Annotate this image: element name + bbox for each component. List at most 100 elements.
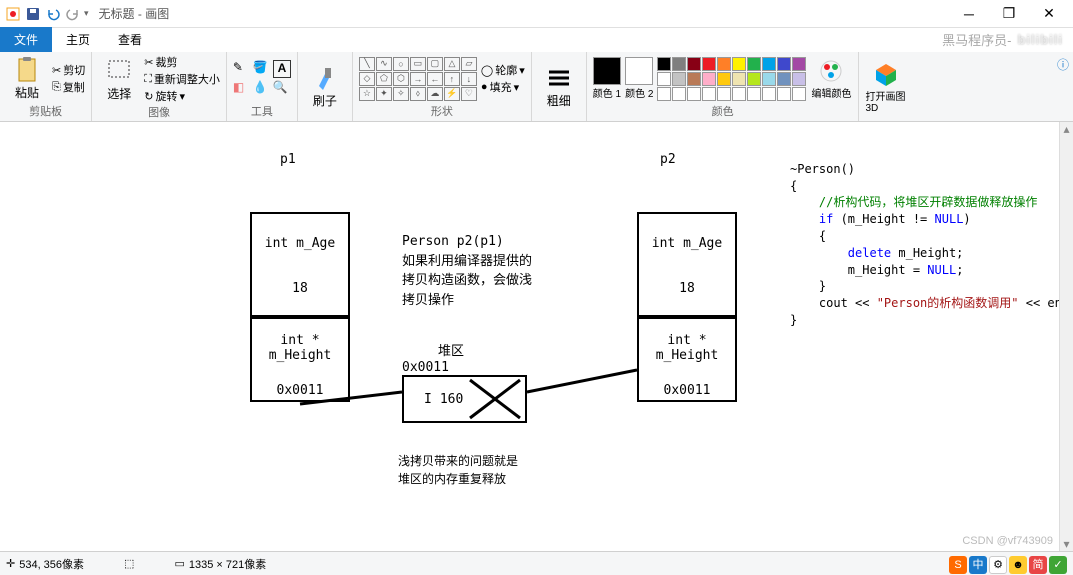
color-swatch[interactable] (747, 57, 761, 71)
eraser-icon[interactable]: ◧ (233, 80, 251, 98)
group-thickness: 粗细 (532, 52, 587, 121)
color-swatch[interactable] (792, 87, 806, 101)
status-size: ▭ 1335 × 721像素 (174, 556, 266, 572)
color-swatch[interactable] (657, 57, 671, 71)
color2-button[interactable]: 颜色 2 (625, 57, 653, 100)
crosshair-icon: ✛ (6, 557, 15, 570)
color-swatch[interactable] (717, 57, 731, 71)
scroll-up-icon[interactable]: ▴ (1060, 122, 1073, 136)
color-swatch[interactable] (672, 57, 686, 71)
tab-view[interactable]: 查看 (104, 27, 156, 52)
color-swatch[interactable] (687, 57, 701, 71)
color-swatch[interactable] (777, 87, 791, 101)
tray-icon-1[interactable]: S (949, 556, 967, 574)
ribbon-help-icon[interactable]: ⓘ (1053, 52, 1073, 121)
tab-home[interactable]: 主页 (52, 27, 104, 52)
text-icon[interactable]: A (273, 60, 291, 78)
thickness-icon (545, 64, 573, 92)
rotate-button[interactable]: ↻旋转▾ (144, 88, 220, 104)
tray-icon-6[interactable]: ✓ (1049, 556, 1067, 574)
group-tools: ✎ 🪣 A ◧ 💧 🔍 工具 (227, 52, 298, 121)
color-swatch[interactable] (747, 87, 761, 101)
color1-swatch (593, 57, 621, 85)
color-swatch[interactable] (777, 72, 791, 86)
group-tools-label: 工具 (251, 103, 273, 121)
color-swatch[interactable] (777, 57, 791, 71)
bucket-icon[interactable]: 🪣 (253, 60, 271, 78)
color-swatch[interactable] (672, 87, 686, 101)
status-position: ✛ 534, 356像素 (6, 556, 84, 572)
color-swatch[interactable] (762, 72, 776, 86)
magnifier-icon[interactable]: 🔍 (273, 80, 291, 98)
pencil-icon[interactable]: ✎ (233, 60, 251, 78)
color-swatch[interactable] (732, 87, 746, 101)
cut-button[interactable]: ✂剪切 (52, 62, 85, 78)
group-brushes: 刷子 (298, 52, 353, 121)
save-icon[interactable] (24, 5, 42, 23)
canvas[interactable]: p1 p2 int m_Age 18 int * m_Height 0x0011… (0, 122, 1059, 551)
shape-fill-button[interactable]: ●填充▾ (481, 79, 525, 95)
qat-dropdown-icon[interactable]: ▾ (84, 8, 89, 19)
resize-icon: ⛶ (144, 73, 152, 86)
paste-button[interactable]: 粘贴 (6, 56, 48, 101)
redo-icon[interactable] (64, 5, 82, 23)
watermark-text: 黑马程序员- (942, 30, 1011, 49)
tray-icon-4[interactable]: ☻ (1009, 556, 1027, 574)
paste-label: 粘贴 (15, 84, 39, 101)
color-swatch[interactable] (792, 57, 806, 71)
color-swatch[interactable] (687, 72, 701, 86)
copy-button[interactable]: ⎘复制 (52, 79, 85, 95)
color-swatch[interactable] (732, 72, 746, 86)
scroll-down-icon[interactable]: ▾ (1060, 537, 1073, 551)
shape-outline-button[interactable]: ◯轮廓▾ (481, 62, 525, 78)
minimize-button[interactable]: ─ (949, 0, 989, 28)
status-selection: ⬚ (124, 557, 134, 570)
thickness-button[interactable]: 粗细 (538, 64, 580, 109)
code-block: ~Person() { //析构代码，将堆区开辟数据做释放操作 if (m_He… (790, 144, 1059, 329)
edit-colors-icon (817, 57, 845, 85)
thickness-label: 粗细 (547, 92, 571, 109)
color-swatch[interactable] (702, 87, 716, 101)
color-swatch[interactable] (747, 72, 761, 86)
color-swatch[interactable] (702, 72, 716, 86)
undo-icon[interactable] (44, 5, 62, 23)
color-swatch[interactable] (717, 87, 731, 101)
shapes-gallery[interactable]: ╲∿○▭▢△▱ ◇⬠⬡→←↑↓ ☆✦✧⬨☁⚡♡ (359, 57, 477, 101)
crop-button[interactable]: ✂裁剪 (144, 54, 220, 70)
select-button[interactable]: 选择 (98, 57, 140, 102)
group-image: 选择 ✂裁剪 ⛶重新调整大小 ↻旋转▾ 图像 (92, 52, 227, 121)
tab-file[interactable]: 文件 (0, 27, 52, 52)
close-button[interactable]: ✕ (1029, 0, 1069, 28)
brush-button[interactable]: 刷子 (304, 64, 346, 109)
tray-icon-2[interactable]: 中 (969, 556, 987, 574)
tray-icon-3[interactable]: ⚙ (989, 556, 1007, 574)
eyedropper-icon[interactable]: 💧 (253, 80, 271, 98)
color-swatch[interactable] (732, 57, 746, 71)
color1-button[interactable]: 颜色 1 (593, 57, 621, 100)
color-swatch[interactable] (672, 72, 686, 86)
color-swatch[interactable] (702, 57, 716, 71)
color-swatch[interactable] (762, 87, 776, 101)
vertical-scrollbar[interactable]: ▴ ▾ (1059, 122, 1073, 551)
csdn-watermark: CSDN @vf743909 (962, 535, 1053, 547)
color-swatch[interactable] (687, 87, 701, 101)
title-bar: ▾ 无标题 - 画图 ─ ❐ ✕ (0, 0, 1073, 28)
problem-text: 浅拷贝带来的问题就是 堆区的内存重复释放 (398, 452, 518, 488)
color-swatch[interactable] (792, 72, 806, 86)
edit-colors-button[interactable]: 编辑颜色 (810, 57, 852, 100)
color-swatch[interactable] (657, 72, 671, 86)
paint3d-button[interactable]: 打开画图 3D (865, 60, 907, 114)
tray-icon-5[interactable]: 简 (1029, 556, 1047, 574)
color-palette[interactable] (657, 57, 806, 101)
app-icon (4, 5, 22, 23)
crop-icon: ✂ (144, 56, 153, 69)
bilibili-logo: bilibili (1017, 32, 1063, 47)
color-swatch[interactable] (762, 57, 776, 71)
color2-swatch (625, 57, 653, 85)
ribbon: 粘贴 ✂剪切 ⎘复制 剪贴板 选择 ✂裁剪 ⛶重新调整大小 ↻旋转▾ 图像 (0, 52, 1073, 122)
group-shapes-label: 形状 (431, 103, 453, 121)
maximize-button[interactable]: ❐ (989, 0, 1029, 28)
resize-button[interactable]: ⛶重新调整大小 (144, 71, 220, 87)
color-swatch[interactable] (657, 87, 671, 101)
color-swatch[interactable] (717, 72, 731, 86)
